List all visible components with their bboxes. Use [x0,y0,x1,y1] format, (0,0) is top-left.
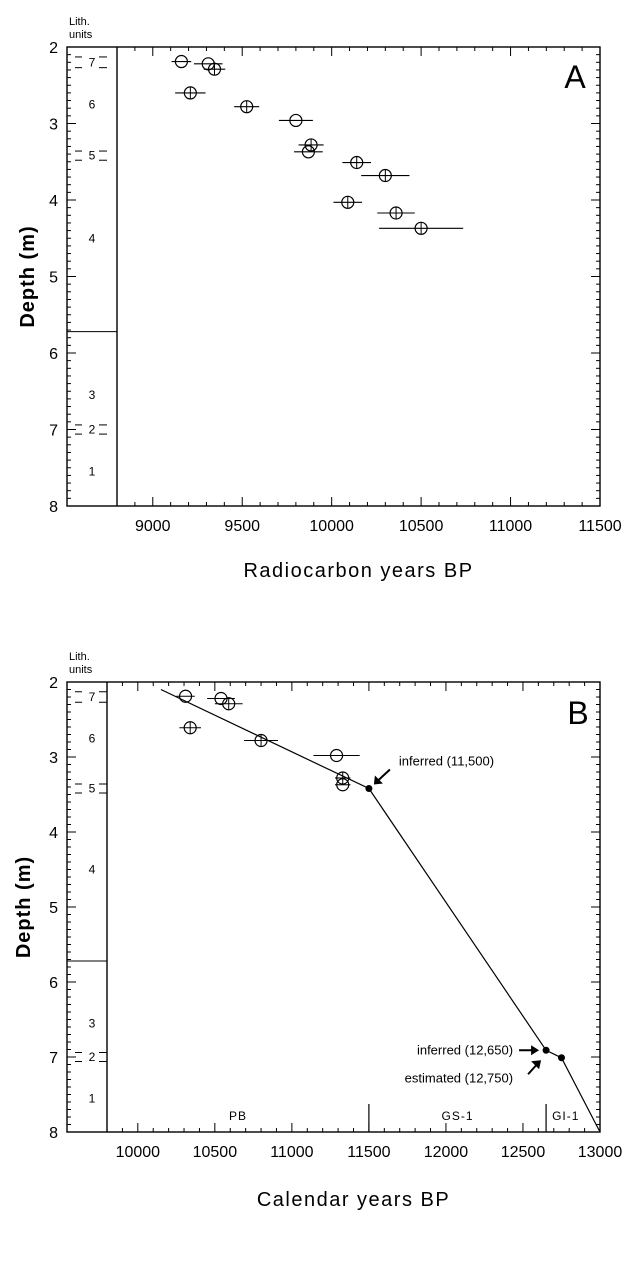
data-point [298,138,324,152]
y-tick-label: 8 [49,499,58,516]
panel-label: B [567,695,588,731]
lith-unit-label: 5 [89,149,96,163]
lith-unit-label: 1 [89,465,96,479]
data-point [278,113,313,128]
lith-unit-label: 1 [89,1091,96,1105]
annotation-label: estimated (12,750) [405,1070,513,1085]
data-point [244,733,279,748]
inferred-marker [557,1054,565,1062]
data-point [335,771,351,785]
data-point [234,100,260,114]
data-point [342,155,372,170]
data-point [171,54,192,69]
lith-header: units [69,29,93,41]
inferred-marker [365,785,373,792]
data-point [179,721,201,735]
x-tick-label: 10500 [193,1144,238,1161]
lith-unit-label: 6 [89,731,96,745]
y-tick-label: 5 [49,900,58,917]
x-tick-label: 10500 [399,518,444,535]
y-tick-label: 3 [49,750,58,767]
data-point [176,689,195,703]
x-tick-label: 10000 [309,518,354,535]
data-point [175,86,206,100]
zone-label: GI-1 [552,1109,579,1123]
y-tick-label: 4 [49,825,58,842]
y-tick-label: 2 [49,675,58,692]
lith-unit-label: 4 [89,863,96,877]
lith-header: Lith. [69,651,90,663]
y-tick-label: 5 [49,270,58,287]
lith-unit-label: 4 [89,231,96,245]
point-circle [178,689,193,703]
x-tick-label: 11000 [270,1144,313,1161]
point-circle [289,113,303,128]
data-point [294,145,323,159]
x-tick-label: 11500 [347,1144,390,1161]
x-tick-label: 12000 [424,1144,469,1161]
annotation-arrow [527,1063,538,1075]
plot-frame [66,46,601,507]
point-circle [174,54,188,69]
data-point [361,168,410,183]
data-point [335,778,351,792]
point-circle [336,778,350,792]
data-point [214,697,243,711]
zone-label: PB [229,1109,247,1123]
y-axis-label: Depth (m) [13,856,35,958]
y-tick-label: 7 [49,1050,58,1067]
lith-unit-label: 5 [89,782,96,796]
annotation-arrowhead [531,1060,542,1070]
lith-unit-label: 2 [89,1050,96,1064]
data-point [313,748,360,763]
annotation-label: inferred (11,500) [399,754,494,769]
y-axis-label: Depth (m) [17,225,39,327]
point-circle [301,145,316,159]
y-tick-label: 2 [49,40,58,57]
lith-unit-label: 7 [89,690,96,704]
y-tick-label: 3 [49,117,58,134]
lith-unit-label: 7 [89,55,96,69]
inferred-marker [542,1046,550,1054]
x-tick-label: 11500 [578,518,621,535]
y-tick-label: 6 [49,346,58,363]
y-tick-label: 8 [49,1125,58,1142]
lith-unit-label: 2 [89,423,96,437]
lith-header: units [69,664,93,676]
x-tick-label: 10000 [116,1144,161,1161]
data-point [377,206,415,220]
plot-frame [66,681,601,1133]
annotation-arrowhead [373,775,383,785]
lith-unit-label: 6 [89,97,96,111]
point-circle [329,748,344,763]
x-tick-label: 9000 [135,518,171,535]
age-depth-line [160,688,601,1133]
x-axis-label: Calendar years BP [257,1189,450,1211]
data-point [379,221,464,235]
lith-unit-label: 3 [89,1016,96,1030]
lith-unit-label: 3 [89,388,96,402]
y-tick-label: 6 [49,975,58,992]
x-tick-label: 12500 [501,1144,546,1161]
zone-label: GS-1 [441,1109,473,1123]
annotation-label: inferred (12,650) [417,1042,513,1057]
x-tick-label: 13000 [578,1144,623,1161]
lith-header: Lith. [69,16,90,28]
annotation-arrowhead [531,1045,540,1056]
y-tick-label: 4 [49,193,58,210]
x-tick-label: 11000 [489,518,532,535]
x-axis-label: Radiocarbon years BP [243,560,473,582]
y-tick-label: 7 [49,423,58,440]
panel-b: Lith.units 2 3 4 5 6 7 8 10000 10500 11000 11500 120… [13,651,622,1211]
panel-label: A [564,59,586,95]
panel-a: Lith.units 2 3 4 5 6 7 8 9000 9500 10000 10500 11000… [17,16,622,582]
x-tick-label: 9500 [224,518,260,535]
data-point [333,195,363,209]
data-point [203,62,226,76]
